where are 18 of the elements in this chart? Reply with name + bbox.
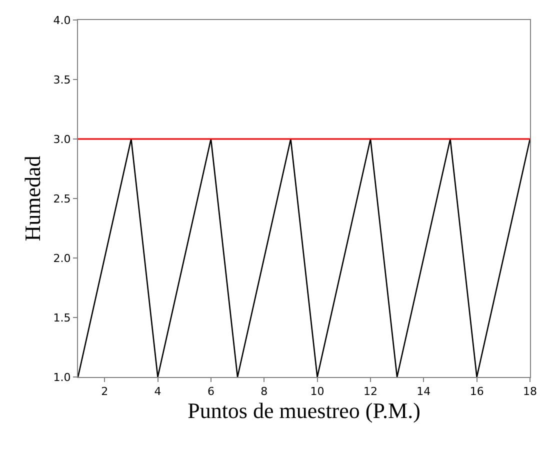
y-tick-label: 2.0 [53, 252, 71, 265]
x-tick-label: 18 [523, 385, 537, 398]
x-tick-label: 14 [416, 385, 431, 398]
y-axis-title: Humedad [20, 156, 46, 242]
y-tick-label: 2.5 [53, 192, 71, 206]
x-tick-label: 6 [207, 385, 214, 398]
y-tick-label: 3.0 [53, 132, 71, 146]
x-tick-label: 12 [363, 385, 378, 398]
x-tick-label: 4 [154, 385, 162, 398]
x-tick-label: 8 [260, 385, 268, 398]
x-tick-label: 2 [101, 385, 108, 398]
x-axis-title: Puntos de muestreo (P.M.) [188, 398, 420, 424]
y-tick-label: 1.5 [53, 311, 71, 324]
x-tick-label: 16 [470, 385, 484, 398]
x-tick-label: 10 [310, 385, 324, 398]
y-tick-label: 1.0 [53, 370, 71, 384]
y-tick-label: 4.0 [53, 14, 71, 27]
y-tick-label: 3.5 [53, 73, 71, 86]
